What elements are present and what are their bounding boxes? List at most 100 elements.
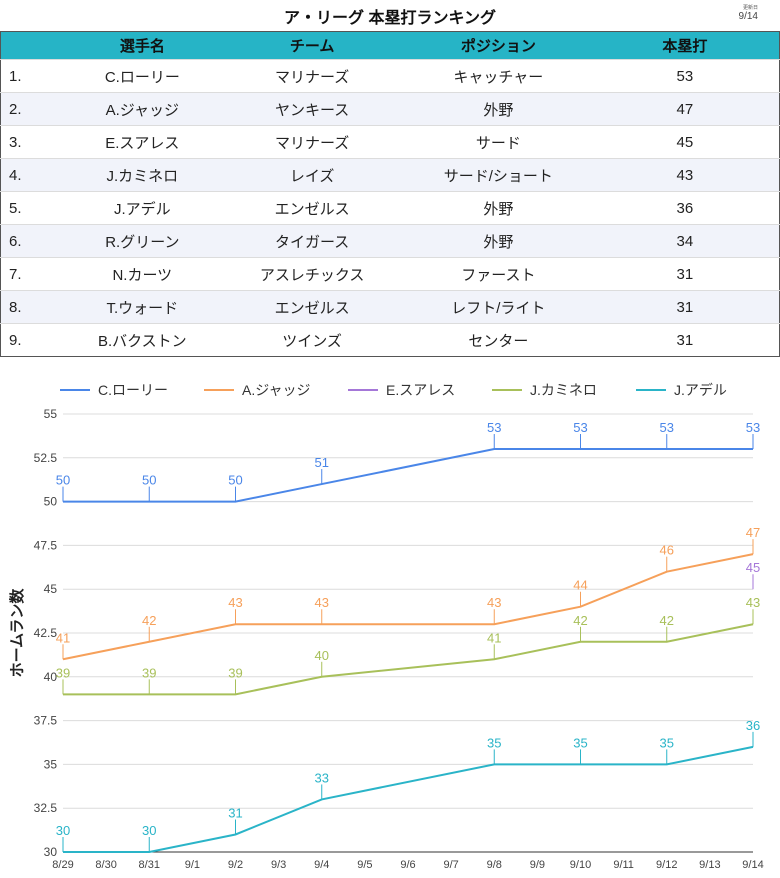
data-label: 43: [315, 595, 329, 610]
player-cell: A.ジャッジ: [66, 92, 219, 126]
data-label: 41: [487, 630, 501, 645]
position-cell: キャッチャー: [405, 59, 591, 93]
y-tick-label: 40: [44, 670, 58, 684]
team-cell: レイズ: [218, 158, 406, 192]
data-label: 36: [746, 718, 760, 733]
home-run-line-chart: 30 32.5 35 37.5 40 42.5 45 47.5 50 52.5 55 8/29 8/30…: [8, 382, 764, 871]
data-label: 47: [746, 525, 760, 540]
hr-cell: 47: [590, 92, 780, 126]
y-tick-label: 47.5: [34, 538, 58, 552]
updated-label: 更新日: [742, 5, 758, 11]
player-cell: T.ウォード: [66, 290, 219, 324]
x-tick-label: 9/1: [185, 859, 200, 871]
rank-cell: 8.: [0, 290, 67, 324]
data-label: 42: [142, 613, 156, 628]
x-tick-label: 8/29: [52, 859, 73, 871]
rank-cell: 7.: [0, 257, 67, 291]
data-label: 35: [660, 735, 674, 750]
table-row: 2. A.ジャッジ ヤンキース 外野 47: [0, 92, 780, 126]
rank-cell: 2.: [0, 92, 67, 126]
team-cell: マリナーズ: [218, 125, 406, 159]
data-label: 31: [228, 805, 242, 820]
table-header-row: 選手名 チーム ポジション 本塁打: [0, 31, 780, 60]
player-cell: J.アデル: [66, 191, 219, 225]
data-label: 39: [56, 665, 70, 680]
position-cell: レフト/ライト: [405, 290, 591, 324]
y-tick-label: 35: [44, 757, 58, 771]
table-row: 4. J.カミネロ レイズ サード/ショート 43: [0, 158, 780, 192]
data-label: 41: [56, 630, 70, 645]
data-label: 53: [660, 420, 674, 435]
position-cell: 外野: [405, 92, 591, 126]
position-cell: サード/ショート: [405, 158, 591, 192]
position-cell: サード: [405, 125, 591, 159]
hr-cell: 34: [590, 224, 780, 258]
x-tick-label: 9/9: [530, 859, 545, 871]
team-cell: エンゼルス: [218, 290, 406, 324]
table-row: 1. C.ローリー マリナーズ キャッチャー 53: [0, 59, 780, 93]
ranking-table: 選手名 チーム ポジション 本塁打 1. C.ローリー マリナーズ キャッチャー…: [0, 31, 780, 357]
hr-cell: 31: [590, 323, 780, 357]
team-cell: タイガース: [218, 224, 406, 258]
player-cell: R.グリーン: [66, 224, 219, 258]
rank-cell: 9.: [0, 323, 67, 357]
player-cell: N.カーツ: [66, 257, 219, 291]
header-player: 選手名: [66, 31, 219, 60]
hr-cell: 31: [590, 290, 780, 324]
data-label: 42: [573, 613, 587, 628]
table-row: 3. E.スアレス マリナーズ サード 45: [0, 125, 780, 159]
position-cell: 外野: [405, 191, 591, 225]
legend-label: A.ジャッジ: [242, 382, 311, 398]
data-label: 43: [228, 595, 242, 610]
rank-cell: 4.: [0, 158, 67, 192]
hr-cell: 43: [590, 158, 780, 192]
player-cell: B.バクストン: [66, 323, 219, 357]
table-row: 8. T.ウォード エンゼルス レフト/ライト 31: [0, 290, 780, 324]
x-tick-label: 9/13: [699, 859, 720, 871]
table-row: 5. J.アデル エンゼルス 外野 36: [0, 191, 780, 225]
x-tick-label: 9/10: [570, 859, 591, 871]
y-tick-label: 32.5: [34, 801, 58, 815]
data-label: 39: [228, 665, 242, 680]
series-line: [62, 553, 754, 661]
data-label: 50: [228, 473, 242, 488]
x-tick-label: 9/6: [400, 859, 415, 871]
team-cell: アスレチックス: [218, 257, 406, 291]
hr-cell: 45: [590, 125, 780, 159]
data-label: 53: [746, 420, 760, 435]
data-label: 35: [487, 735, 501, 750]
series-line: [63, 623, 754, 696]
legend-label: J.アデル: [674, 382, 727, 398]
rank-cell: 5.: [0, 191, 67, 225]
data-label: 45: [746, 560, 760, 575]
header-position: ポジション: [405, 31, 591, 60]
updated-date: 9/14: [738, 11, 758, 22]
hr-cell: 36: [590, 191, 780, 225]
x-tick-label: 9/14: [742, 859, 763, 871]
series-line: [63, 448, 753, 503]
x-tick-label: 9/12: [656, 859, 677, 871]
legend-label: C.ローリー: [98, 382, 168, 398]
hr-cell: 31: [590, 257, 780, 291]
team-cell: マリナーズ: [218, 59, 406, 93]
rank-cell: 1.: [0, 59, 67, 93]
y-axis-title: ホームラン数: [8, 588, 26, 678]
player-cell: J.カミネロ: [66, 158, 219, 192]
x-tick-label: 9/5: [357, 859, 372, 871]
team-cell: エンゼルス: [218, 191, 406, 225]
x-tick-label: 8/31: [139, 859, 160, 871]
page-title: ア・リーグ 本塁打ランキング: [284, 10, 496, 27]
player-cell: E.スアレス: [66, 125, 219, 159]
x-tick-label: 9/2: [228, 859, 243, 871]
chart-legend: C.ローリー A.ジャッジ E.スアレス J.カミネロ J.アデル: [60, 382, 727, 398]
table-row: 9. B.バクストン ツインズ センター 31: [0, 323, 780, 357]
data-label: 33: [315, 770, 329, 785]
y-tick-label: 45: [44, 582, 58, 596]
table-row: 6. R.グリーン タイガース 外野 34: [0, 224, 780, 258]
data-label: 42: [660, 613, 674, 628]
y-tick-label: 30: [44, 845, 58, 859]
header-team: チーム: [218, 31, 406, 60]
x-tick-label: 9/8: [487, 859, 502, 871]
data-label: 39: [142, 665, 156, 680]
team-cell: ヤンキース: [218, 92, 406, 126]
